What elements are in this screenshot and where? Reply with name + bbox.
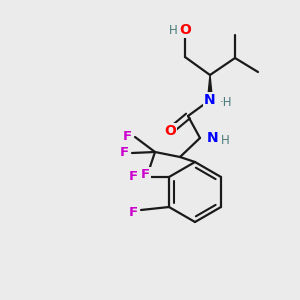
Text: F: F [119, 146, 129, 160]
Text: N: N [204, 93, 216, 107]
Text: N: N [207, 131, 219, 145]
Text: F: F [122, 130, 132, 143]
Text: F: F [140, 169, 150, 182]
Text: F: F [128, 170, 138, 184]
Text: ·H: ·H [220, 95, 233, 109]
Text: F: F [128, 206, 138, 218]
Text: H: H [221, 134, 230, 146]
Text: O: O [179, 23, 191, 37]
Polygon shape [208, 75, 212, 100]
Text: H: H [169, 23, 177, 37]
Text: O: O [164, 124, 176, 138]
